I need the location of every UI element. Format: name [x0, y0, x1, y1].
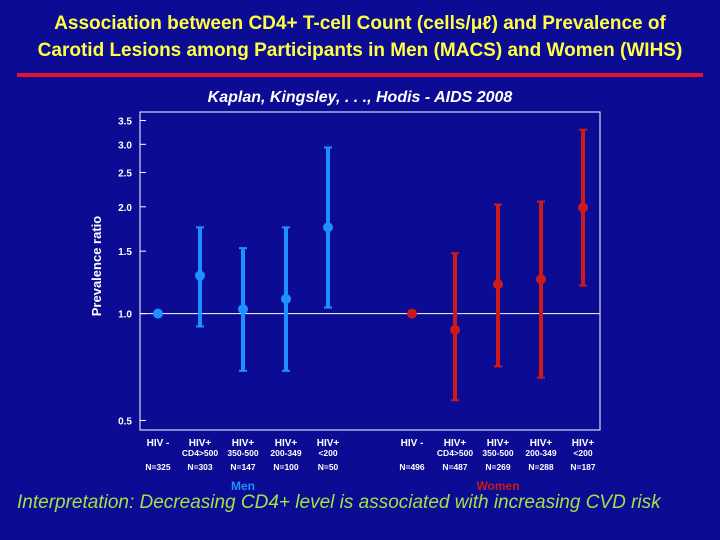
y-axis-ticks: 0.5 1.0 1.5 2.0 2.5 3.0 3.5 — [118, 117, 146, 427]
x-sample-size-label: N=496 — [399, 462, 425, 472]
point-estimate — [536, 274, 546, 285]
x-category-label: HIV+ — [572, 438, 595, 449]
x-sample-size-label: N=147 — [230, 462, 256, 472]
group-label: Women — [476, 479, 519, 493]
y-tick-label: 2.5 — [118, 168, 132, 179]
x-category-label: HIV+ — [487, 438, 510, 449]
point-estimate — [323, 222, 333, 233]
x-category-label: HIV+ — [317, 438, 340, 449]
slide-title: Association between CD4+ T-cell Count (c… — [0, 10, 720, 64]
y-tick-label: 0.5 — [118, 416, 132, 427]
point-estimate — [407, 308, 417, 319]
series-layer — [153, 128, 588, 402]
plot-frame — [139, 111, 601, 431]
y-tick-label: 3.0 — [118, 140, 132, 151]
x-category-label: <200 — [573, 448, 592, 458]
x-sample-size-label: N=303 — [187, 462, 213, 472]
point-estimate — [281, 293, 291, 304]
y-tick-label: 1.0 — [118, 310, 132, 321]
slide-title-line2: Carotid Lesions among Participants in Me… — [37, 40, 683, 61]
x-category-label: 350-500 — [482, 448, 513, 458]
interpretation-text: Interpretation: Decreasing CD4+ level is… — [17, 492, 661, 513]
x-sample-size-label: N=325 — [145, 462, 171, 472]
slide-title-line1: Association between CD4+ T-cell Count (c… — [54, 13, 666, 34]
x-category-label: CD4>500 — [182, 448, 218, 458]
y-tick-label: 2.0 — [118, 203, 132, 214]
x-category-label: 200-349 — [270, 448, 301, 458]
x-sample-size-label: N=187 — [570, 462, 596, 472]
x-sample-size-label: N=288 — [528, 462, 554, 472]
x-sample-size-label: N=50 — [318, 462, 339, 472]
y-tick-label: 3.5 — [118, 117, 132, 128]
x-axis-labels: HIV -N=325HIV+CD4>500N=303HIV+350-500N=1… — [145, 438, 596, 493]
x-category-label: HIV+ — [232, 438, 255, 449]
group-label: Men — [231, 479, 255, 493]
x-category-label: HIV+ — [189, 438, 212, 449]
x-category-label: CD4>500 — [437, 448, 473, 458]
x-category-label: HIV+ — [530, 438, 553, 449]
x-sample-size-label: N=100 — [273, 462, 299, 472]
point-estimate — [578, 202, 588, 213]
x-category-label: HIV+ — [275, 438, 298, 449]
x-category-label: <200 — [318, 448, 337, 458]
point-estimate — [493, 279, 503, 290]
citation: Kaplan, Kingsley, . . ., Hodis - AIDS 20… — [207, 89, 513, 106]
x-sample-size-label: N=487 — [442, 462, 468, 472]
x-category-label: 350-500 — [227, 448, 258, 458]
x-category-label: 200-349 — [525, 448, 556, 458]
y-tick-label: 1.5 — [118, 247, 132, 258]
point-estimate — [195, 270, 205, 281]
point-estimate — [238, 304, 248, 315]
x-category-label: HIV - — [147, 438, 170, 449]
x-category-label: HIV - — [401, 438, 424, 449]
x-category-label: HIV+ — [444, 438, 467, 449]
y-axis-label: Prevalence ratio — [89, 216, 104, 317]
point-estimate — [153, 308, 163, 319]
x-sample-size-label: N=269 — [485, 462, 511, 472]
title-divider — [17, 73, 703, 77]
point-estimate — [450, 324, 460, 335]
